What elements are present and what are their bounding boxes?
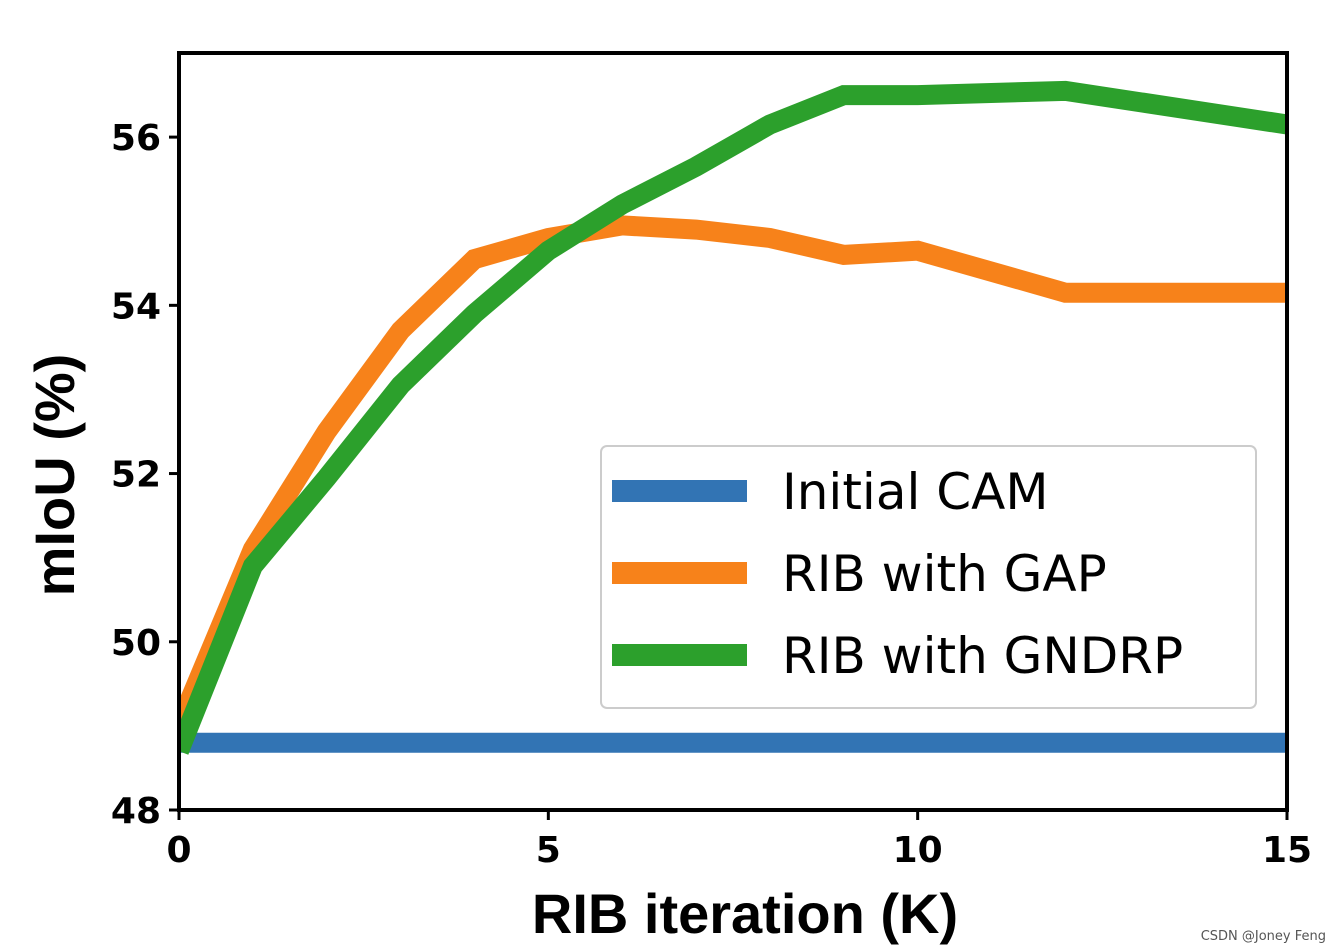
y-tick-label: 52 <box>111 455 161 496</box>
legend-label: RIB with GAP <box>782 545 1107 603</box>
x-axis: 0 5 10 15 <box>166 810 1312 871</box>
x-axis-label: RIB iteration (K) <box>532 882 958 945</box>
x-tick-label: 5 <box>536 830 561 871</box>
legend-label: RIB with GNDRP <box>782 627 1183 685</box>
y-axis-label: mIoU (%) <box>23 354 86 597</box>
y-tick-label: 56 <box>111 118 161 159</box>
x-tick-label: 15 <box>1262 830 1312 871</box>
plot-frame <box>177 51 1289 812</box>
y-tick-label: 54 <box>111 286 161 327</box>
series-line-rib-with-gap <box>179 215 1287 730</box>
series-layer <box>179 80 1287 755</box>
watermark: CSDN @Joney Feng <box>1200 929 1326 944</box>
x-tick-label: 10 <box>893 830 943 871</box>
x-tick-label: 0 <box>166 830 191 871</box>
y-axis: 48 50 52 54 56 <box>111 118 179 832</box>
legend-label: Initial CAM <box>782 463 1049 521</box>
series-line-rib-with-gndrp <box>179 80 1287 755</box>
legend: Initial CAM RIB with GAP RIB with GNDRP <box>600 445 1257 709</box>
y-tick-label: 50 <box>111 623 161 664</box>
legend-box <box>600 445 1257 709</box>
y-tick-label: 48 <box>111 791 161 832</box>
